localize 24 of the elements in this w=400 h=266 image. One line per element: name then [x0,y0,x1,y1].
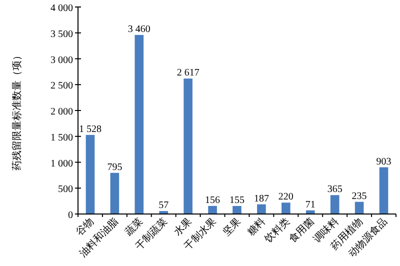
y-tick-label: 500 [58,184,73,196]
data-label: 365 [327,184,342,196]
data-label: 71 [305,199,316,210]
data-label: 156 [205,194,220,206]
data-label: 57 [158,200,169,212]
x-tick-label: 坚果 [220,216,244,238]
y-tick-label: 3 000 [50,54,73,66]
data-label: 220 [278,192,294,203]
y-tick-label: 1 500 [50,132,73,144]
data-label: 155 [230,194,244,206]
data-label: 903 [376,156,392,168]
y-tick-label: 2 000 [50,106,73,118]
y-axis-title: 药残留限量标准数量（项） [11,50,23,170]
y-tick-label: 3 500 [50,28,73,40]
y-tick-label: 0 [68,210,73,221]
data-label: 187 [254,193,269,204]
data-label: 1 528 [78,124,102,135]
data-label: 795 [107,162,122,173]
y-tick-label: 1 000 [50,158,73,170]
y-tick-label: 4 000 [50,3,73,14]
data-label: 235 [352,190,367,202]
y-tick-label: 2 500 [50,80,73,92]
data-label: 2 617 [176,68,200,79]
data-label: 3 460 [128,24,150,35]
